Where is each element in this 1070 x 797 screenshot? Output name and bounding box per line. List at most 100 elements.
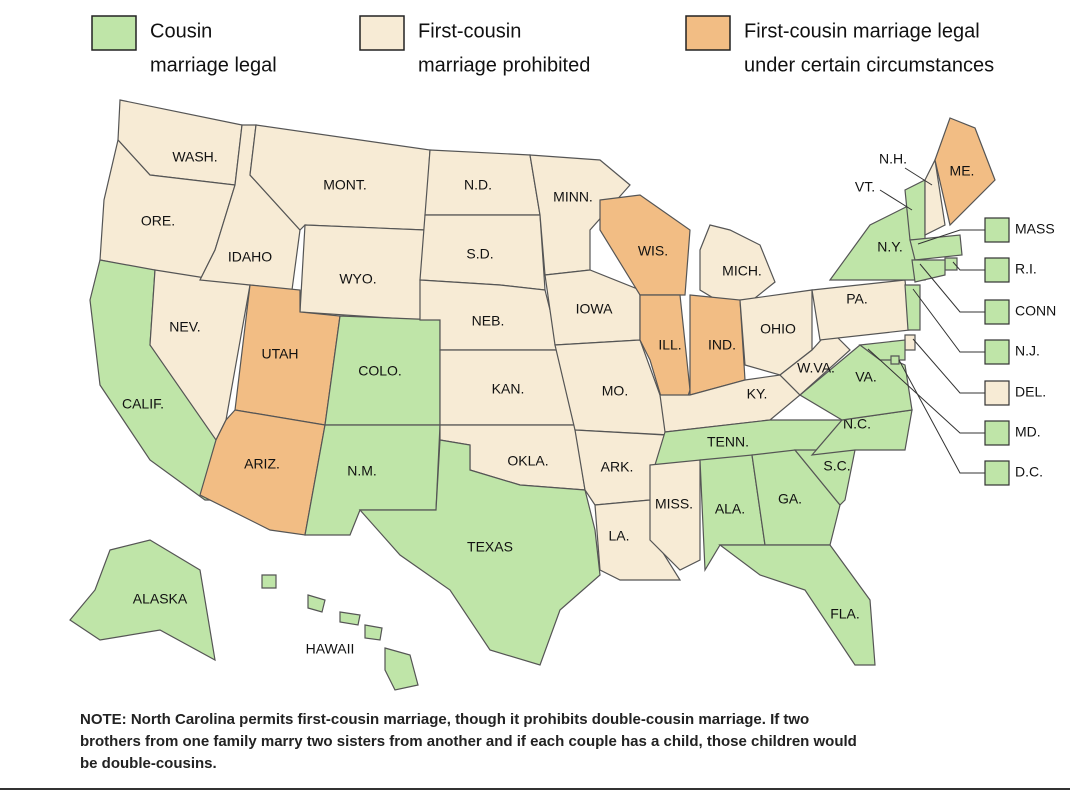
state-label: FLA. bbox=[830, 606, 860, 622]
state-shape bbox=[718, 544, 876, 666]
note-text: NOTE: North Carolina permits first-cousi… bbox=[80, 711, 809, 728]
state-label: KY. bbox=[747, 386, 768, 402]
state-label: VA. bbox=[855, 369, 877, 385]
leader-line bbox=[919, 263, 985, 313]
state-shape bbox=[261, 574, 277, 589]
state-label: MISS. bbox=[655, 496, 693, 512]
state-shape bbox=[384, 647, 419, 691]
note-text: brothers from one family marry two siste… bbox=[80, 733, 857, 750]
state-label: WYO. bbox=[339, 271, 376, 287]
state-label: MONT. bbox=[323, 177, 367, 193]
legend-label: First-cousin marriage legal bbox=[744, 20, 980, 42]
state-label: DEL. bbox=[1015, 384, 1046, 400]
state-label: MINN. bbox=[553, 189, 593, 205]
state-label: IOWA bbox=[576, 301, 613, 317]
leader-line bbox=[917, 229, 985, 245]
state-label: IND. bbox=[708, 337, 736, 353]
state-label: HAWAII bbox=[306, 641, 355, 657]
state-shape bbox=[924, 158, 946, 236]
state-label: UTAH bbox=[261, 346, 298, 362]
state-label: ME. bbox=[950, 163, 975, 179]
state-label: MD. bbox=[1015, 424, 1041, 440]
state-label: MASS bbox=[1015, 221, 1055, 237]
state-shape bbox=[339, 611, 361, 626]
state-shape bbox=[858, 339, 906, 361]
state-shape bbox=[904, 334, 916, 351]
state-label: TEXAS bbox=[467, 539, 513, 555]
state-shape bbox=[699, 224, 776, 303]
state-shape bbox=[779, 329, 851, 396]
state-shape bbox=[751, 449, 841, 546]
legend-label: under certain circumstances bbox=[744, 54, 994, 76]
legend-swatch bbox=[91, 15, 137, 51]
state-label: W.VA. bbox=[797, 360, 835, 376]
state-shape bbox=[890, 355, 900, 365]
leader-line bbox=[904, 167, 933, 186]
state-label: KAN. bbox=[492, 381, 525, 397]
state-label: N.M. bbox=[347, 463, 377, 479]
state-label: VT. bbox=[855, 179, 875, 195]
legend-swatch bbox=[359, 15, 405, 51]
legend-swatch bbox=[685, 15, 731, 51]
state-shape bbox=[69, 539, 216, 662]
state-label: OHIO bbox=[760, 321, 796, 337]
state-label: OKLA. bbox=[507, 453, 548, 469]
legend-label: Cousin bbox=[150, 20, 212, 42]
leader-line bbox=[912, 338, 985, 394]
state-shape bbox=[811, 279, 911, 341]
state-label: NEB. bbox=[472, 313, 505, 329]
state-label: N.J. bbox=[1015, 343, 1040, 359]
state-label: PA. bbox=[846, 291, 868, 307]
state-label: S.D. bbox=[466, 246, 493, 262]
callout-swatch bbox=[984, 460, 1010, 486]
state-label: COLO. bbox=[358, 363, 402, 379]
state-label: MO. bbox=[602, 383, 628, 399]
leader-line bbox=[898, 359, 985, 474]
state-label: N.Y. bbox=[877, 239, 902, 255]
state-label: NEV. bbox=[169, 319, 200, 335]
state-label: ORE. bbox=[141, 213, 175, 229]
leader-line bbox=[952, 261, 985, 271]
state-label: N.C. bbox=[843, 416, 871, 432]
leader-line bbox=[867, 348, 985, 434]
state-label: WASH. bbox=[172, 149, 217, 165]
callout-swatch bbox=[984, 380, 1010, 406]
state-shape bbox=[810, 409, 913, 456]
state-shape bbox=[911, 259, 946, 283]
callout-swatch bbox=[984, 420, 1010, 446]
state-shape bbox=[649, 459, 701, 571]
callout-swatch bbox=[984, 299, 1010, 325]
state-label: LA. bbox=[608, 528, 629, 544]
legend-label: marriage prohibited bbox=[418, 54, 590, 76]
state-label: D.C. bbox=[1015, 464, 1043, 480]
state-shape bbox=[307, 594, 326, 613]
state-label: ARIZ. bbox=[244, 456, 280, 472]
callout-swatch bbox=[984, 257, 1010, 283]
state-label: N.D. bbox=[464, 177, 492, 193]
state-label: S.C. bbox=[823, 458, 850, 474]
state-label: CALIF. bbox=[122, 396, 164, 412]
note-text: be double-cousins. bbox=[80, 755, 217, 772]
state-shape bbox=[529, 154, 631, 276]
state-shape bbox=[358, 439, 601, 666]
leader-line bbox=[912, 288, 985, 353]
state-label: IDAHO bbox=[228, 249, 272, 265]
state-label: ILL. bbox=[658, 337, 681, 353]
state-shape bbox=[909, 234, 963, 261]
leader-line bbox=[879, 189, 913, 211]
legend-label: First-cousin bbox=[418, 20, 521, 42]
state-label: ARK. bbox=[601, 459, 634, 475]
state-label: GA. bbox=[778, 491, 802, 507]
state-label: MICH. bbox=[722, 263, 762, 279]
state-label: N.H. bbox=[879, 151, 907, 167]
state-label: ALASKA bbox=[133, 591, 188, 607]
state-label: TENN. bbox=[707, 434, 749, 450]
state-label: WIS. bbox=[638, 243, 668, 259]
state-label: R.I. bbox=[1015, 261, 1037, 277]
callout-swatch bbox=[984, 339, 1010, 365]
state-shape bbox=[364, 624, 383, 641]
legend-label: marriage legal bbox=[150, 54, 277, 76]
callout-swatch bbox=[984, 217, 1010, 243]
state-shape bbox=[599, 194, 691, 296]
